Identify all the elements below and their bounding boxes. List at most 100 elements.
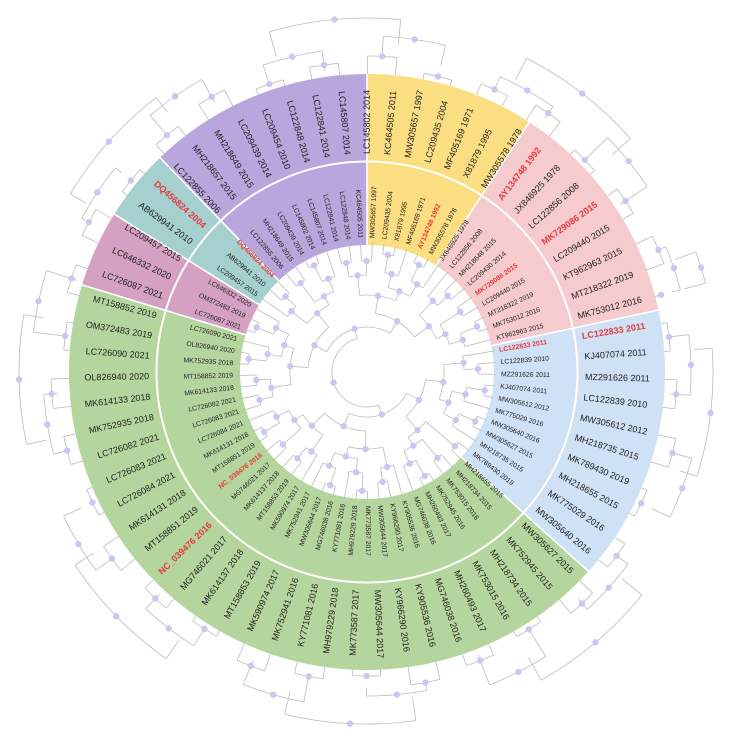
branch-radial — [192, 615, 197, 622]
branch-radial — [684, 282, 706, 290]
branch-radial — [423, 258, 429, 268]
branch-radial — [155, 144, 165, 154]
branch-radial — [387, 480, 392, 499]
outer-label-19: MK773587 2017 — [348, 589, 361, 655]
branch-radial — [81, 235, 99, 244]
branch-radial — [661, 322, 668, 325]
tree-node — [622, 197, 629, 205]
branch-radial — [457, 296, 473, 308]
branch-radial — [155, 97, 168, 113]
tree-node — [697, 264, 705, 271]
branch-radial — [247, 410, 274, 422]
tree-node — [687, 361, 695, 369]
branch-radial — [303, 676, 310, 703]
tree-node — [105, 138, 112, 145]
branch-radial — [243, 404, 262, 411]
branch-radial — [422, 73, 425, 80]
branch-radial — [76, 264, 88, 270]
clade-band-inner-purple — [221, 162, 367, 281]
tree-node — [460, 359, 467, 366]
inner-label-54: MW305657 1997 — [369, 186, 378, 238]
tree-node — [127, 177, 135, 184]
branch-radial — [427, 271, 449, 297]
tree-node — [473, 323, 481, 330]
branch-radial — [23, 314, 44, 319]
tree-node — [320, 61, 328, 69]
branch-radial — [355, 490, 358, 501]
branch-radial — [254, 307, 280, 323]
branch-radial — [252, 426, 262, 433]
branch-radial — [198, 104, 209, 120]
branch-radial — [121, 191, 128, 196]
tree-node — [346, 720, 354, 727]
branch-radial — [394, 57, 398, 76]
branch-radial — [103, 536, 119, 547]
tree-node — [354, 272, 361, 279]
branch-radial — [488, 643, 494, 656]
tree-node — [343, 259, 350, 267]
tree-node — [476, 657, 484, 664]
tree-node — [605, 584, 612, 591]
tree-node — [474, 365, 482, 373]
inner-label-18: MW305644 2017 — [376, 505, 388, 557]
branch-radial — [526, 104, 537, 121]
tree-node — [288, 307, 295, 315]
tree-node — [268, 384, 275, 392]
tree-node — [411, 36, 418, 43]
tree-node — [452, 416, 460, 424]
tree-node — [281, 341, 288, 349]
branch-radial — [300, 454, 318, 483]
tree-node — [384, 251, 392, 259]
tree-node — [410, 442, 417, 449]
tree-node — [320, 293, 328, 300]
tree-node — [394, 318, 401, 325]
branch-radial — [422, 264, 439, 289]
tree-node — [425, 323, 433, 330]
branch-radial — [144, 579, 154, 589]
tree-node — [396, 288, 403, 295]
branch-radial — [245, 328, 255, 334]
clade-band-outer-teal — [114, 157, 221, 261]
branch-radial — [452, 425, 477, 442]
branch-radial — [476, 83, 482, 96]
branch-radial — [357, 275, 361, 296]
clade-divider — [435, 121, 530, 266]
tree-node — [378, 411, 385, 418]
branch-radial — [332, 486, 336, 497]
branch-radial — [67, 321, 74, 324]
tree-node — [68, 275, 75, 282]
branch-radial — [570, 149, 575, 155]
branch-arc — [331, 337, 379, 408]
branch-radial — [433, 460, 445, 476]
branch-radial — [314, 253, 320, 264]
branch-radial — [165, 598, 175, 609]
branch-radial — [513, 631, 517, 637]
branch-radial — [255, 88, 259, 95]
tree-node — [270, 691, 277, 698]
tree-node — [415, 396, 423, 404]
branch-radial — [579, 580, 593, 594]
inner-label-53: KC464505 2011 — [354, 189, 363, 238]
branch-radial — [428, 473, 435, 483]
tree-node — [472, 418, 479, 425]
branch-radial — [694, 347, 713, 350]
tree-node — [264, 350, 271, 358]
clade-divider — [491, 309, 659, 347]
clade-band-inner-mauve — [166, 260, 260, 335]
branch-radial — [322, 666, 326, 679]
branch-radial — [614, 536, 626, 545]
branch-radial — [249, 318, 259, 323]
tree-node — [383, 463, 391, 471]
branch-radial — [413, 253, 419, 263]
tree-node — [325, 275, 332, 282]
branch-radial — [598, 559, 609, 568]
tree-node — [63, 447, 71, 454]
branch-radial — [457, 441, 470, 451]
branch-radial — [281, 454, 294, 469]
branch-radial — [641, 487, 648, 491]
tree-node — [491, 86, 498, 93]
tree-node — [308, 448, 315, 455]
branch-radial — [412, 696, 417, 721]
tree-node — [282, 293, 289, 300]
